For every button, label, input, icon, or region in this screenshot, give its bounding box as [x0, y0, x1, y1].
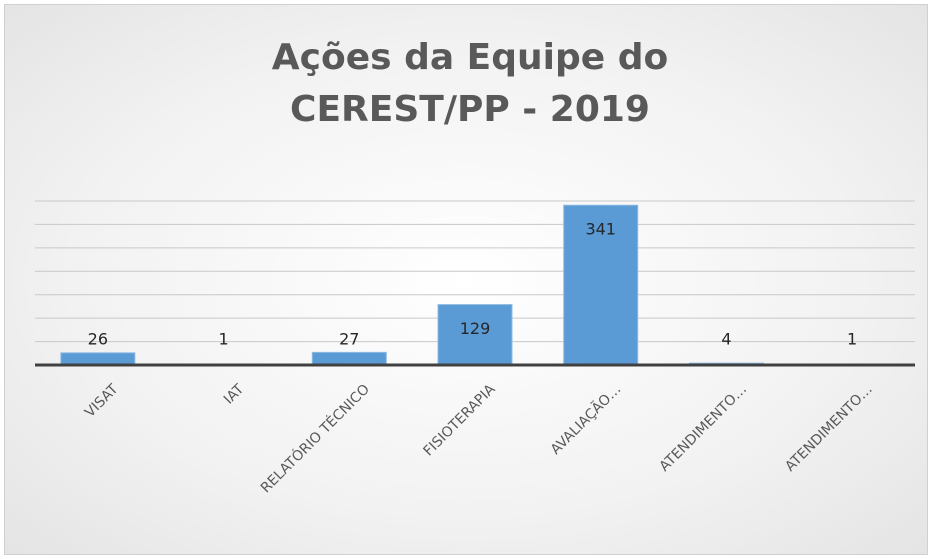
bar	[437, 304, 513, 366]
x-tick-label: ATENDIMENTO…	[657, 381, 751, 475]
bar	[311, 351, 387, 366]
data-label: 129	[460, 319, 491, 338]
data-label: 341	[585, 220, 616, 239]
bar	[60, 352, 136, 366]
x-tick-label: FISIOTERAPIA	[421, 381, 499, 459]
x-tick-label: VISAT	[82, 381, 122, 421]
chart-title: Ações da Equipe do CEREST/PP - 2019	[271, 37, 669, 130]
chart-frame	[4, 4, 928, 555]
x-tick-label: ATENDIMENTO…	[782, 381, 876, 475]
data-label: 1	[847, 330, 857, 349]
x-tick-label: RELATÓRIO TÉCNICO	[257, 380, 373, 496]
data-label: 4	[721, 330, 731, 349]
x-tick-label: AVALIAÇÃO…	[547, 381, 624, 458]
data-label: 26	[88, 330, 108, 349]
bar	[563, 204, 639, 366]
data-label: 1	[218, 330, 228, 349]
x-tick-label: IAT	[221, 381, 248, 408]
data-label: 27	[339, 330, 359, 349]
